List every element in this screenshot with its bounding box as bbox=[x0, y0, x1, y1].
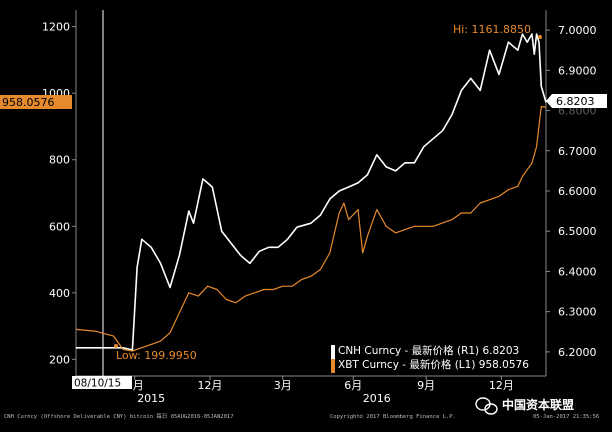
x-year-label: 2015 bbox=[137, 392, 165, 405]
high-label: Hi: 1161.8850 bbox=[453, 23, 531, 36]
x-tick-label: 3月 bbox=[274, 379, 292, 392]
high-annotation: Hi: 1161.8850 bbox=[453, 23, 542, 39]
low-annotation: Low: 199.9950 bbox=[114, 344, 197, 362]
footer-date-text: 05-Jan-2017 21:35:56 bbox=[533, 414, 599, 420]
left-tick-label: 600 bbox=[49, 220, 70, 233]
right-tick-label: 6.6000 bbox=[558, 185, 597, 198]
right-value-tag: 6.8203 bbox=[546, 94, 607, 108]
watermark-text: 中国资本联盟 bbox=[502, 397, 574, 412]
left-value-tag: 958.0576 bbox=[0, 95, 72, 109]
left-tick-label: 800 bbox=[49, 154, 70, 167]
series-line-cnh bbox=[76, 33, 547, 351]
right-tick-label: 6.4000 bbox=[558, 265, 597, 278]
right-value-tag-bg bbox=[546, 94, 607, 108]
right-tick-label: 7.0000 bbox=[558, 24, 597, 37]
series-line-xbt bbox=[75, 105, 547, 352]
low-marker bbox=[114, 344, 118, 348]
right-value-tag-text: 6.8203 bbox=[556, 95, 595, 108]
legend: CNH Curncy - 最新价格 (R1) 6.8203 XBT Curncy… bbox=[331, 344, 529, 373]
left-tick-label: 200 bbox=[49, 353, 70, 366]
footer-source-text: CNH Curncy (Offshore Deliverable CNY) bi… bbox=[4, 412, 234, 420]
cursor-date-tag-bg bbox=[72, 376, 132, 389]
left-tick-label: 400 bbox=[49, 287, 70, 300]
right-tick-label: 6.3000 bbox=[558, 306, 597, 319]
watermark: 中国资本联盟 bbox=[475, 397, 574, 415]
right-tick-label: 6.9000 bbox=[558, 64, 597, 77]
left-tick-label: 1200 bbox=[42, 21, 70, 34]
x-tick-label: 12月 bbox=[489, 379, 514, 392]
x-tick-label: 12月 bbox=[197, 379, 222, 392]
right-tick-label: 6.2000 bbox=[558, 346, 597, 359]
left-value-tag-text: 958.0576 bbox=[2, 96, 55, 109]
series-layer bbox=[75, 33, 547, 352]
right-tick-label: 6.5000 bbox=[558, 225, 597, 238]
x-tick-label: 6月 bbox=[344, 379, 362, 392]
cursor-date-text: 08/10/15 bbox=[74, 378, 121, 390]
left-value-tag-bg bbox=[0, 95, 72, 109]
x-tick-label: 9月 bbox=[417, 379, 435, 392]
cursor-date-tag: 08/10/15 bbox=[72, 376, 132, 390]
right-tick-label: 6.7000 bbox=[558, 145, 597, 158]
right-y-axis-ticks: 6.20006.30006.40006.50006.60006.70006.80… bbox=[546, 24, 597, 359]
legend-label-cnh: CNH Curncy - 最新价格 (R1) 6.8203 bbox=[338, 344, 519, 357]
footer-copyright-text: Copyright© 2017 Bloomberg Finance L.P. bbox=[330, 414, 456, 420]
legend-swatch-xbt bbox=[331, 359, 335, 373]
wechat-icon bbox=[475, 397, 498, 415]
low-label: Low: 199.9950 bbox=[116, 349, 197, 362]
legend-label-xbt: XBT Curncy - 最新价格 (L1) 958.0576 bbox=[338, 358, 529, 371]
x-year-label: 2016 bbox=[363, 392, 391, 405]
legend-swatch-cnh bbox=[331, 345, 335, 359]
high-marker bbox=[538, 35, 542, 39]
